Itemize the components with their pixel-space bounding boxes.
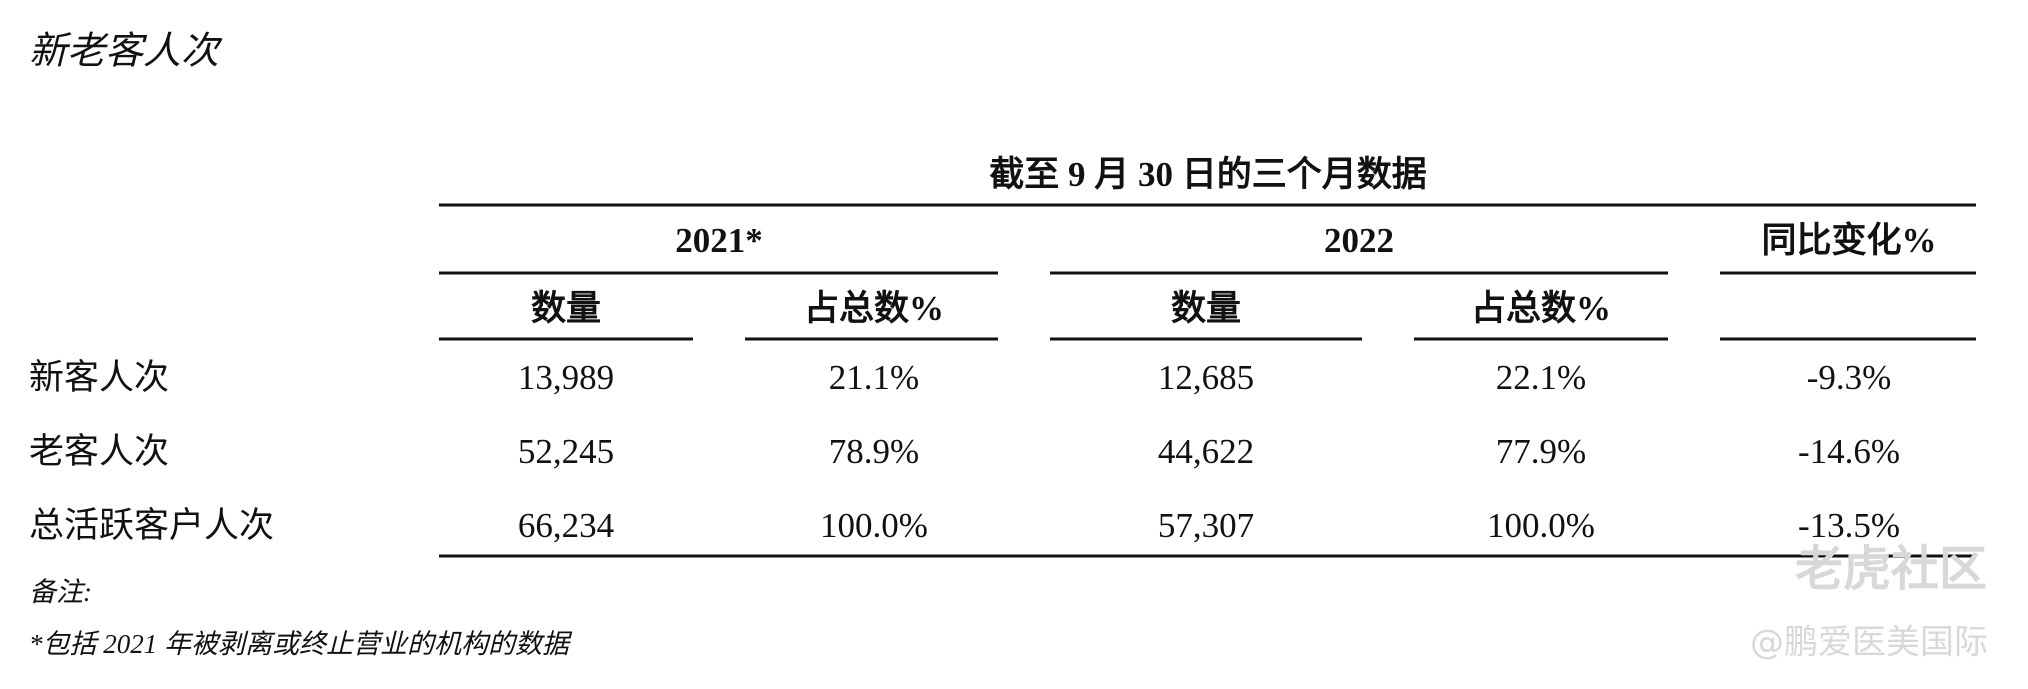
- table-body: 新客人次 13,989 21.1% 12,685 22.1% -9.3% 老客人次 52,24…: [29, 358, 1900, 545]
- watermark: 老虎社区: [1795, 541, 1987, 597]
- note-label: 备注:: [29, 577, 92, 607]
- cell: 100.0%: [1487, 506, 1595, 545]
- cell: 57,307: [1158, 506, 1254, 545]
- column-header: 占总数%: [804, 289, 944, 328]
- cell: 13,989: [518, 358, 614, 397]
- cell: 66,234: [518, 506, 614, 545]
- cell: 12,685: [1158, 358, 1254, 397]
- column-header: 占总数%: [1471, 289, 1611, 328]
- group-header: 2021*: [675, 221, 763, 260]
- cell: 44,622: [1158, 432, 1254, 471]
- row-label: 老客人次: [29, 432, 169, 471]
- period-header: 截至 9 月 30 日的三个月数据: [989, 155, 1427, 194]
- cell: 100.0%: [820, 506, 928, 545]
- section-title: 新老客人次: [29, 31, 223, 73]
- cell: 21.1%: [829, 358, 919, 397]
- group-header: 同比变化%: [1761, 221, 1936, 260]
- cell: 22.1%: [1496, 358, 1586, 397]
- cell: 78.9%: [829, 432, 919, 471]
- row-label: 新客人次: [29, 358, 169, 397]
- column-header: 数量: [531, 289, 601, 328]
- watermark: @鹏爱医美国际: [1750, 623, 1988, 663]
- footnote: *包括 2021 年被剥离或终止营业的机构的数据: [29, 629, 573, 659]
- cell: -13.5%: [1798, 506, 1900, 545]
- cell: -9.3%: [1807, 358, 1892, 397]
- row-label: 总活跃客户人次: [29, 506, 274, 545]
- cell: 77.9%: [1496, 432, 1586, 471]
- column-header: 数量: [1171, 289, 1241, 328]
- group-header: 2022: [1324, 221, 1394, 260]
- cell: 52,245: [518, 432, 614, 471]
- cell: -14.6%: [1798, 432, 1900, 471]
